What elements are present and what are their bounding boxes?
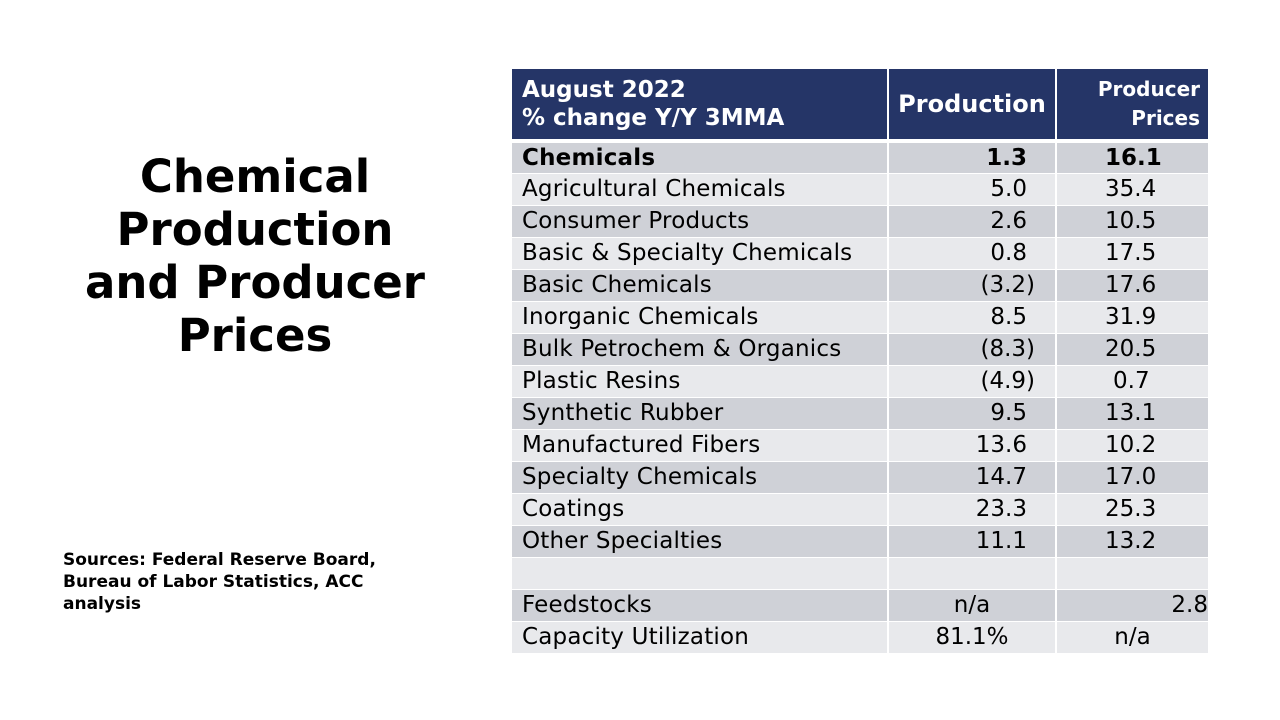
row-production: 81.1% (888, 621, 1057, 654)
sources-note: Sources: Federal Reserve Board, Bureau o… (63, 549, 443, 615)
row-production (888, 557, 1057, 590)
row-name: Manufactured Fibers (512, 429, 889, 462)
table-row-spacer (512, 557, 1208, 590)
table-row: Coatings 23.3 25.3 (512, 493, 1208, 526)
row-name: Synthetic Rubber (512, 397, 889, 430)
table-row: Other Specialties 11.1 13.2 (512, 525, 1208, 558)
row-name: Chemicals (512, 139, 889, 174)
table-row: Basic & Specialty Chemicals 0.8 17.5 (512, 237, 1208, 270)
data-table: August 2022 % change Y/Y 3MMA Production… (512, 69, 1208, 654)
row-production: 8.5 (888, 301, 1057, 334)
row-name: Basic & Specialty Chemicals (512, 237, 889, 270)
row-production: 23.3 (888, 493, 1057, 526)
sources-line-3: analysis (63, 594, 142, 614)
header-period: August 2022 (522, 77, 686, 103)
row-name: Basic Chemicals (512, 269, 889, 302)
row-name: Consumer Products (512, 205, 889, 238)
row-production: 13.6 (888, 429, 1057, 462)
row-production: 11.1 (888, 525, 1057, 558)
row-prices: n/a (1056, 621, 1208, 654)
table-row: Plastic Resins (4.9) 0.7 (512, 365, 1208, 398)
sources-line-1: Sources: Federal Reserve Board, (63, 550, 376, 570)
row-prices: 10.5 (1056, 205, 1208, 238)
header-producer-prices: Producer Prices (1056, 69, 1208, 141)
row-prices: 17.0 (1056, 461, 1208, 494)
row-prices: 13.1 (1056, 397, 1208, 430)
row-prices: 13.2 (1056, 525, 1208, 558)
row-prices: 31.9 (1056, 301, 1208, 334)
row-name: Other Specialties (512, 525, 889, 558)
table-row: Consumer Products 2.6 10.5 (512, 205, 1208, 238)
row-prices: 16.1 (1056, 139, 1208, 174)
row-name: Bulk Petrochem & Organics (512, 333, 889, 366)
row-prices: 2.8 (1056, 589, 1208, 622)
title-line-1: Chemical (139, 150, 371, 203)
table-row: Chemicals 1.3 16.1 (512, 139, 1208, 174)
header-production: Production (888, 69, 1057, 141)
table-row: Bulk Petrochem & Organics (8.3) 20.5 (512, 333, 1208, 366)
table-row: Inorganic Chemicals 8.5 31.9 (512, 301, 1208, 334)
header-prices-line-2: Prices (1131, 106, 1200, 130)
table-row: Agricultural Chemicals 5.0 35.4 (512, 173, 1208, 206)
table-header-row: August 2022 % change Y/Y 3MMA Production… (512, 69, 1208, 141)
title-line-4: Prices (177, 309, 333, 362)
row-production: 0.8 (888, 237, 1057, 270)
row-name (512, 557, 889, 590)
row-production: 14.7 (888, 461, 1057, 494)
row-name: Specialty Chemicals (512, 461, 889, 494)
table-row: Feedstocks n/a 2.8 (512, 589, 1208, 622)
row-name: Capacity Utilization (512, 621, 889, 654)
header-measure: % change Y/Y 3MMA (522, 105, 785, 131)
row-prices (1056, 557, 1208, 590)
row-production: (3.2) (888, 269, 1057, 302)
header-prices-line-1: Producer (1097, 77, 1200, 101)
table-row: Capacity Utilization 81.1% n/a (512, 621, 1208, 654)
title-line-2: Production (116, 203, 394, 256)
row-production: 2.6 (888, 205, 1057, 238)
row-prices: 35.4 (1056, 173, 1208, 206)
row-production: 5.0 (888, 173, 1057, 206)
row-name: Agricultural Chemicals (512, 173, 889, 206)
row-prices: 25.3 (1056, 493, 1208, 526)
table-row: Specialty Chemicals 14.7 17.0 (512, 461, 1208, 494)
row-prices: 10.2 (1056, 429, 1208, 462)
row-prices: 17.5 (1056, 237, 1208, 270)
row-prices: 20.5 (1056, 333, 1208, 366)
row-name: Inorganic Chemicals (512, 301, 889, 334)
slide-title: Chemical Production and Producer Prices (40, 150, 470, 362)
row-production: 1.3 (888, 139, 1057, 174)
header-period-label: August 2022 % change Y/Y 3MMA (512, 69, 889, 141)
row-prices: 0.7 (1056, 365, 1208, 398)
row-production: (4.9) (888, 365, 1057, 398)
row-name: Coatings (512, 493, 889, 526)
table-row: Synthetic Rubber 9.5 13.1 (512, 397, 1208, 430)
table-row: Manufactured Fibers 13.6 10.2 (512, 429, 1208, 462)
row-production: 9.5 (888, 397, 1057, 430)
row-prices: 17.6 (1056, 269, 1208, 302)
row-name: Plastic Resins (512, 365, 889, 398)
row-production: (8.3) (888, 333, 1057, 366)
row-name: Feedstocks (512, 589, 889, 622)
table-row: Basic Chemicals (3.2) 17.6 (512, 269, 1208, 302)
row-production: n/a (888, 589, 1057, 622)
sources-line-2: Bureau of Labor Statistics, ACC (63, 572, 364, 592)
title-line-3: and Producer (84, 256, 425, 309)
